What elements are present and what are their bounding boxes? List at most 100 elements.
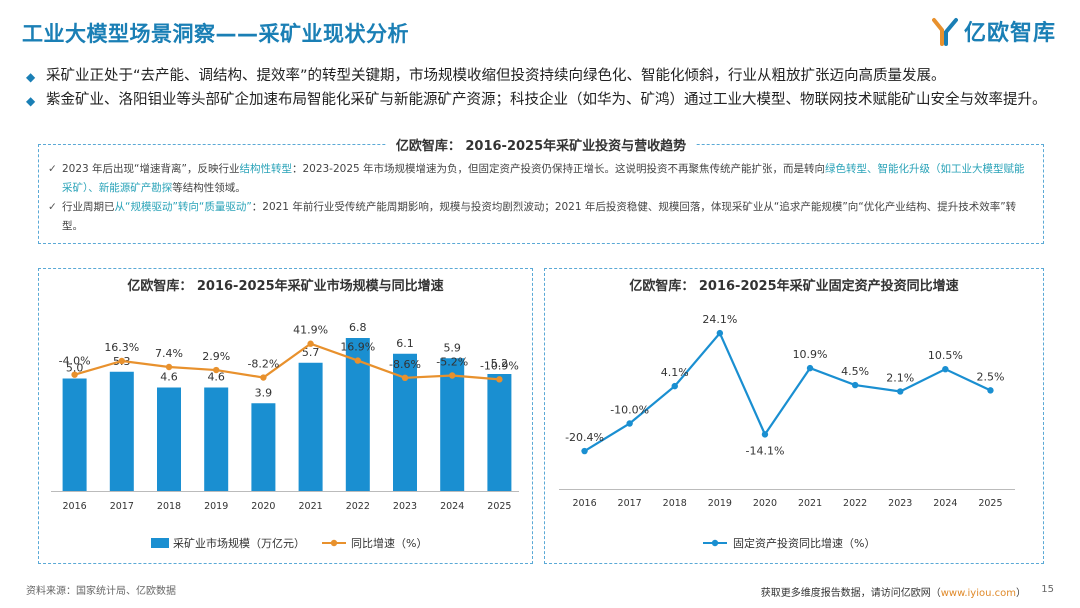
legend-bar-label: 采矿业市场规模（万亿元） bbox=[173, 536, 305, 550]
growth-point bbox=[401, 374, 409, 382]
bullet-item: ◆ 采矿业正处于“去产能、调结构、提效率”的转型关键期，市场规模收缩但投资持续向… bbox=[26, 66, 1056, 88]
legend-bar-swatch bbox=[151, 538, 169, 548]
trend-note: ✓ 2023 年后出现“增速背离”，反映行业结构性转型：2023-2025 年市… bbox=[48, 160, 1028, 198]
trend-notes: ✓ 2023 年后出现“增速背离”，反映行业结构性转型：2023-2025 年市… bbox=[48, 160, 1028, 236]
market-chart-title: 亿欧智库： 2016-2025年采矿业市场规模与同比增速 bbox=[117, 275, 454, 294]
x-tick-label: 2018 bbox=[663, 498, 687, 509]
investment-label: 4.1% bbox=[661, 366, 689, 379]
check-icon: ✓ bbox=[48, 163, 57, 175]
x-tick-label: 2017 bbox=[110, 501, 134, 512]
investment-line bbox=[583, 331, 991, 452]
growth-point bbox=[496, 376, 503, 383]
investment-point bbox=[851, 381, 859, 389]
legend-line-marker bbox=[330, 539, 338, 547]
x-tick-label: 2025 bbox=[978, 498, 1002, 509]
growth-point bbox=[307, 340, 314, 347]
investment-point bbox=[806, 364, 814, 372]
brand-logo: 亿欧智库 bbox=[931, 14, 1056, 48]
growth-label: 7.4% bbox=[155, 347, 183, 360]
check-icon: ✓ bbox=[48, 201, 57, 213]
x-tick-label: 2023 bbox=[888, 498, 912, 509]
investment-label: -20.4% bbox=[565, 431, 604, 444]
investment-label: 10.5% bbox=[928, 349, 963, 362]
trend-box-title: 亿欧智库： 2016-2025年采矿业投资与营收趋势 bbox=[385, 135, 697, 154]
investment-point bbox=[671, 382, 678, 390]
investment-chart-panel: 亿欧智库： 2016-2025年采矿业固定资产投资同比增速 2016 2017 20… bbox=[544, 268, 1044, 564]
website-link[interactable]: www.iyiou.com bbox=[940, 588, 1016, 599]
bar bbox=[109, 371, 134, 491]
growth-label: -8.2% bbox=[247, 358, 279, 371]
x-tick-label: 2025 bbox=[487, 501, 511, 512]
investment-point bbox=[716, 329, 724, 337]
bar-label: 5.7 bbox=[302, 346, 320, 359]
bullet-text: 紫金矿业、洛阳钼业等头部矿企加速布局智能化采矿与新能源矿产资源；科技企业（如华为… bbox=[46, 92, 1047, 108]
x-tick-label: 2022 bbox=[346, 501, 370, 512]
investment-label: 4.5% bbox=[841, 365, 869, 378]
investment-label: 2.1% bbox=[886, 371, 914, 384]
bullet-text: 采矿业正处于“去产能、调结构、提效率”的转型关键期，市场规模收缩但投资持续向绿色… bbox=[46, 68, 946, 84]
bar-label: 6.8 bbox=[349, 321, 367, 334]
investment-point bbox=[761, 431, 769, 438]
growth-label: 16.9% bbox=[340, 341, 375, 354]
investment-point bbox=[897, 388, 904, 395]
growth-label: 16.3% bbox=[104, 341, 139, 354]
x-tick-label: 2021 bbox=[798, 498, 822, 509]
x-tick-label: 2016 bbox=[63, 501, 87, 512]
growth-point bbox=[354, 357, 361, 364]
bar bbox=[251, 403, 276, 491]
investment-point bbox=[942, 365, 949, 373]
trend-note: ✓ 行业周期已从“规模驱动”转向“质量驱动”：2021 年前行业受传统产能周期影… bbox=[48, 198, 1028, 236]
trend-box: 亿欧智库： 2016-2025年采矿业投资与营收趋势 bbox=[38, 135, 1044, 244]
growth-label: 2.9% bbox=[202, 350, 230, 363]
growth-point bbox=[71, 371, 78, 378]
bar bbox=[487, 374, 512, 491]
growth-point bbox=[118, 357, 126, 365]
investment-label: 2.5% bbox=[976, 370, 1004, 383]
summary-bullets: ◆ 采矿业正处于“去产能、调结构、提效率”的转型关键期，市场规模收缩但投资持续向… bbox=[26, 66, 1056, 114]
logo-text: 亿欧智库 bbox=[963, 21, 1056, 46]
growth-point bbox=[165, 363, 173, 371]
bar-label: 6.1 bbox=[396, 337, 414, 350]
investment-point bbox=[626, 420, 633, 427]
bullet-item: ◆ 紫金矿业、洛阳钼业等头部矿企加速布局智能化采矿与新能源矿产资源；科技企业（如… bbox=[26, 90, 1056, 112]
bar bbox=[298, 362, 323, 491]
x-tick-label: 2021 bbox=[299, 501, 323, 512]
investment-point bbox=[581, 447, 588, 455]
investment-point bbox=[987, 387, 994, 394]
bar bbox=[440, 358, 465, 491]
growth-label: -8.6% bbox=[389, 358, 421, 371]
investment-label: -14.1% bbox=[745, 444, 784, 457]
investment-label: 10.9% bbox=[793, 348, 828, 361]
growth-point bbox=[449, 372, 456, 379]
bar-label: 5.0 bbox=[66, 362, 84, 375]
bar bbox=[62, 378, 87, 491]
growth-point bbox=[260, 374, 267, 381]
x-tick-label: 2018 bbox=[157, 501, 181, 512]
investment-chart-title: 亿欧智库： 2016-2025年采矿业固定资产投资同比增速 bbox=[619, 275, 969, 294]
x-tick-label: 2016 bbox=[572, 498, 596, 509]
diamond-icon: ◆ bbox=[26, 70, 36, 84]
footer-more: 获取更多维度报告数据，请访问亿欧网（www.iyiou.com） bbox=[760, 588, 1026, 599]
data-source: 资料来源：国家统计局、亿欧数据 bbox=[26, 586, 176, 597]
bar-label: 5.9 bbox=[443, 341, 461, 354]
market-chart: 5.020165.320174.620184.620193.920205.720… bbox=[51, 321, 519, 550]
x-tick-label: 2024 bbox=[933, 498, 957, 509]
bar bbox=[157, 387, 181, 491]
page-number: 15 bbox=[1041, 584, 1054, 595]
logo-icon bbox=[931, 18, 958, 46]
page-title: 工业大模型场景洞察——采矿业现状分析 bbox=[22, 22, 409, 46]
x-tick-label: 2020 bbox=[251, 501, 275, 512]
x-tick-label: 2023 bbox=[393, 501, 417, 512]
investment-label: 24.1% bbox=[702, 313, 737, 326]
legend-line-marker bbox=[711, 539, 719, 547]
x-tick-label: 2017 bbox=[618, 498, 642, 509]
x-tick-label: 2019 bbox=[204, 501, 228, 512]
investment-label: -10.0% bbox=[610, 404, 649, 417]
trend-note-text: 2023 年后出现“增速背离”，反映行业结构性转型：2023-2025 年市场规… bbox=[62, 163, 1025, 194]
trend-note-text: 行业周期已从“规模驱动”转向“质量驱动”：2021 年前行业受传统产能周期影响，… bbox=[62, 201, 1017, 232]
growth-line bbox=[74, 342, 500, 381]
growth-point bbox=[213, 366, 220, 374]
x-tick-label: 2019 bbox=[708, 498, 732, 509]
x-tick-label: 2020 bbox=[753, 498, 777, 509]
growth-label: -4.0% bbox=[59, 355, 91, 368]
